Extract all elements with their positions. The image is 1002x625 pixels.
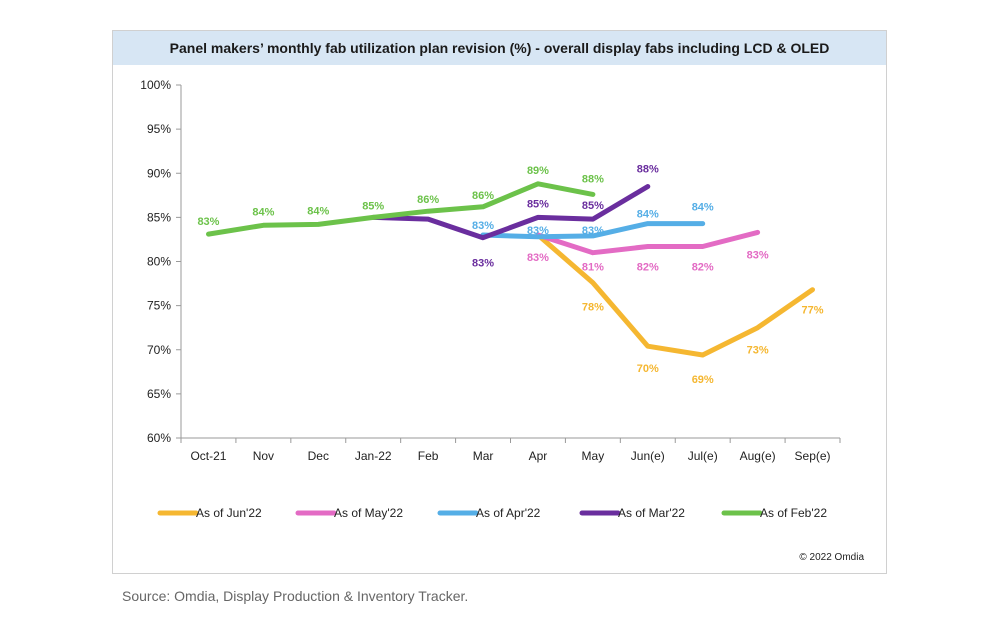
data-label: 88% xyxy=(637,163,659,175)
y-tick-label: 90% xyxy=(147,166,171,180)
data-label: 89% xyxy=(527,165,549,177)
data-label: 84% xyxy=(307,205,329,217)
data-label: 85% xyxy=(362,200,384,212)
y-tick-label: 75% xyxy=(147,299,171,313)
data-label: 83% xyxy=(527,252,549,264)
legend-label: As of Feb'22 xyxy=(760,506,827,520)
chart-frame: Panel makers’ monthly fab utilization pl… xyxy=(112,30,887,574)
data-label: 83% xyxy=(197,216,219,228)
chart-title: Panel makers’ monthly fab utilization pl… xyxy=(113,31,886,65)
data-label: 73% xyxy=(747,345,769,357)
x-tick-label: Dec xyxy=(308,449,329,463)
x-tick-label: May xyxy=(582,449,605,463)
x-tick-label: Apr xyxy=(529,449,548,463)
data-label: 88% xyxy=(582,173,604,185)
y-tick-label: 95% xyxy=(147,122,171,136)
copyright-note: © 2022 Omdia xyxy=(799,552,864,563)
data-label: 85% xyxy=(582,200,604,212)
x-tick-label: Feb xyxy=(418,449,439,463)
x-tick-label: Oct-21 xyxy=(190,449,226,463)
legend-label: As of Mar'22 xyxy=(618,506,685,520)
legend-label: As of Apr'22 xyxy=(476,506,541,520)
data-label: 83% xyxy=(472,258,494,270)
x-tick-label: Jan-22 xyxy=(355,449,392,463)
x-tick-label: Mar xyxy=(473,449,494,463)
y-tick-label: 100% xyxy=(140,78,171,92)
x-tick-label: Nov xyxy=(253,449,274,463)
data-label: 81% xyxy=(582,262,604,274)
data-label: 84% xyxy=(692,202,714,214)
y-tick-label: 65% xyxy=(147,387,171,401)
y-tick-label: 70% xyxy=(147,343,171,357)
data-label: 69% xyxy=(692,374,714,386)
data-label: 86% xyxy=(417,194,439,206)
data-label: 84% xyxy=(252,206,274,218)
y-tick-label: 85% xyxy=(147,210,171,224)
data-label: 85% xyxy=(527,198,549,210)
series-line-1 xyxy=(535,232,815,358)
data-label: 83% xyxy=(582,225,604,237)
data-label: 86% xyxy=(472,190,494,202)
data-label: 82% xyxy=(637,261,659,273)
data-label: 84% xyxy=(637,209,659,221)
data-label: 77% xyxy=(802,305,824,317)
legend-label: As of Jun'22 xyxy=(196,506,262,520)
source-note: Source: Omdia, Display Production & Inve… xyxy=(122,588,469,604)
data-label: 83% xyxy=(747,249,769,261)
x-tick-label: Jul(e) xyxy=(688,449,718,463)
legend-label: As of May'22 xyxy=(334,506,403,520)
data-label: 83% xyxy=(472,220,494,232)
y-tick-label: 80% xyxy=(147,255,171,269)
series-line-4 xyxy=(370,184,651,241)
data-label: 78% xyxy=(582,302,604,314)
data-label: 82% xyxy=(692,261,714,273)
data-label: 70% xyxy=(637,363,659,375)
data-label: 83% xyxy=(527,225,549,237)
series-line-2 xyxy=(535,229,761,256)
x-tick-label: Jun(e) xyxy=(631,449,665,463)
y-tick-label: 60% xyxy=(147,431,171,445)
series-line-3 xyxy=(480,221,706,240)
series-line-5 xyxy=(206,181,596,237)
x-tick-label: Aug(e) xyxy=(740,449,776,463)
x-tick-label: Sep(e) xyxy=(795,449,831,463)
